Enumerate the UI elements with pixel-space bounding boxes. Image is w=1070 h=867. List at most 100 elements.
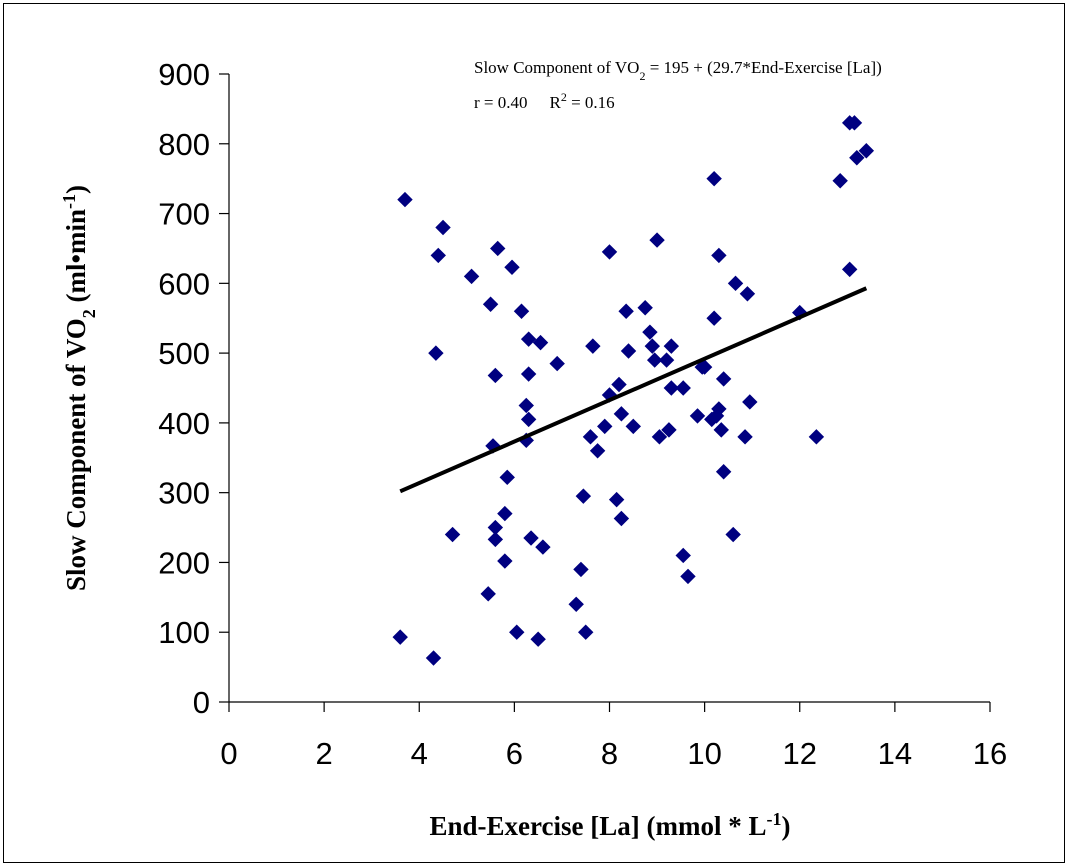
data-point [532,334,549,351]
data-point [661,422,677,438]
data-point [504,259,520,275]
data-point [497,505,513,522]
data-point [689,408,706,424]
x-tick-label: 2 [316,736,333,771]
x-tick-label: 10 [687,736,721,771]
data-point [430,247,446,264]
data-point [613,406,630,422]
x-tick-label: 8 [601,736,618,771]
data-point [706,310,722,326]
data-point [490,240,506,257]
y-tick-label: 0 [193,685,210,720]
x-tick-label: 12 [783,736,817,771]
data-point [715,371,732,387]
data-point [646,352,663,368]
data-point [675,547,691,564]
data-point [644,338,661,354]
x-tick-label: 4 [411,736,428,771]
data-point [573,561,589,578]
data-point [463,268,480,285]
data-point [397,191,413,208]
x-tick-label: 0 [220,736,237,771]
data-point [658,352,675,368]
data-point [841,261,858,278]
data-point [675,380,691,396]
data-point [663,380,680,396]
equation-annotation: Slow Component of VO2 = 195 + (29.7*End-… [474,58,882,83]
data-point [549,355,565,372]
data-point [513,303,530,319]
y-tick-label: 300 [158,476,210,511]
data-point [832,173,848,189]
data-point [523,530,539,546]
data-point [487,367,504,384]
y-tick-label: 700 [158,197,210,232]
y-tick-label: 600 [158,266,210,301]
data-point [715,464,732,480]
x-axis-title: End-Exercise [La] (mmol * L-1) [430,809,791,841]
data-point [846,115,863,131]
y-axis-title: Slow Component of VO2 (ml•min-1) [59,185,99,591]
data-point [611,376,627,393]
data-point [620,343,637,359]
data-point [425,650,442,666]
data-point [849,150,865,166]
data-point [613,510,630,527]
data-point [509,624,525,640]
data-point [585,338,601,354]
data-point [520,411,537,428]
data-point [601,244,618,260]
data-point [642,324,658,340]
data-point [727,275,744,292]
data-points [392,115,875,666]
data-point [742,394,758,410]
data-point [737,429,753,445]
data-point [392,629,408,645]
data-point [808,429,825,445]
data-point [482,296,499,312]
x-tick-label: 6 [506,736,523,771]
data-point [711,401,727,417]
data-point [480,586,496,602]
data-point [428,345,444,361]
data-point [625,418,641,435]
data-point [739,286,756,302]
data-point [637,300,653,316]
data-point [618,303,634,319]
correlation-annotation: r = 0.40 R2 = 0.16 [474,90,615,112]
data-point [649,232,665,248]
data-point [858,143,875,159]
data-point [680,568,696,585]
data-point [499,469,515,486]
data-point [520,366,537,382]
data-point [713,422,729,438]
data-point [597,418,613,435]
data-point [435,219,451,236]
data-point [711,247,727,264]
data-point [568,596,584,613]
y-tick-label: 200 [158,545,210,580]
y-tick-label: 800 [158,127,210,162]
x-tick-label: 16 [973,736,1007,771]
data-point [578,624,594,640]
data-point [706,170,722,187]
data-point [608,491,625,508]
data-point [696,359,713,375]
regression-line [399,286,868,494]
y-tick-label: 400 [158,406,210,441]
data-point [589,443,606,459]
y-tick-label: 100 [158,615,210,650]
data-point [530,631,546,647]
data-point [497,553,513,569]
data-point [518,397,534,414]
ticks: 0 2 4 6 8 10 12 14 16 0 100 200 300 400 500 600 700 800 90… [158,57,1007,771]
data-point [651,429,668,445]
y-tick-label: 500 [158,336,210,371]
y-tick-label: 900 [158,57,210,92]
data-point [487,531,504,548]
data-point [535,539,551,555]
data-point [575,488,592,504]
data-point [582,429,599,445]
x-tick-label: 14 [878,736,912,771]
